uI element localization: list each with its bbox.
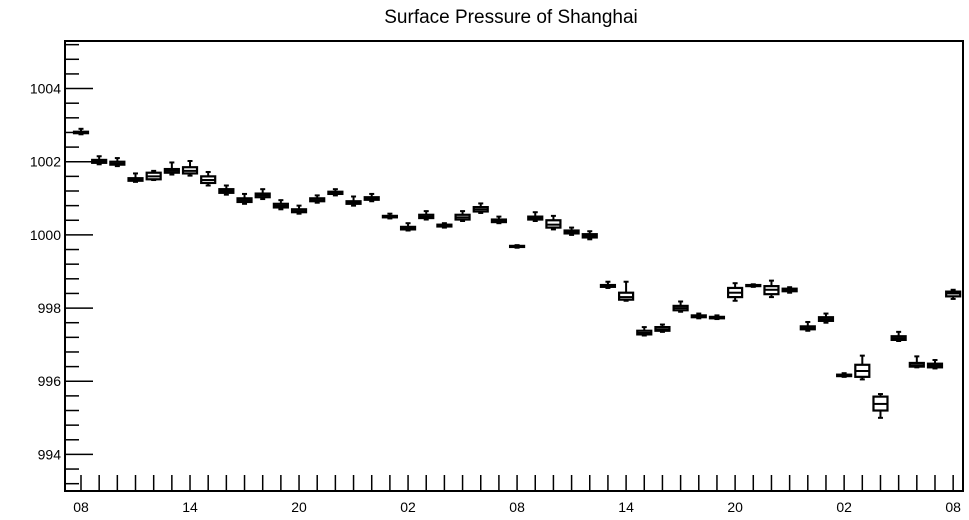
box-plot [454,210,471,222]
box-plot [145,169,162,182]
box-plot [799,320,816,332]
box-plot [72,127,90,136]
box-plot [908,355,925,369]
y-tick-label: 996 [38,373,62,389]
x-tick-label: 02 [836,499,852,515]
box-plot [290,204,308,215]
y-tick-label: 994 [38,446,62,462]
box-plot [109,157,126,168]
box-plot [672,300,689,313]
x-tick-label: 08 [945,499,961,515]
box-plot [617,280,635,302]
box-plot [527,211,544,222]
box-plot [181,160,199,177]
x-tick-label: 08 [73,499,89,515]
x-tick-label: 14 [618,499,634,515]
box-plot [945,288,962,300]
box-plot [763,279,780,299]
box-plot [472,202,489,214]
box-plot [91,155,108,166]
box-plot [381,212,398,220]
box-plot [872,393,889,419]
box-plot [345,195,362,207]
box-plot [781,286,798,294]
box-plot [926,359,944,370]
box-plot [436,222,453,229]
box-plot [745,283,762,288]
plot-frame [64,40,964,492]
box-plot [490,215,508,225]
box-plot [817,312,835,324]
box-plot [236,192,253,205]
chart-title: Surface Pressure of Shanghai [384,7,638,28]
box-plot [636,326,653,337]
x-tick-label: 20 [727,499,743,515]
y-tick-label: 1004 [30,81,61,97]
box-plot [690,312,707,320]
box-plot [254,188,271,201]
box-plot [708,314,726,321]
box-plot [127,172,144,183]
box-plot [508,244,526,249]
box-plot [399,222,417,232]
box-plot [218,184,235,196]
box-plot [599,280,617,289]
y-tick-label: 1000 [30,227,61,243]
box-plot [163,161,180,176]
box-plot [563,226,580,236]
y-axis: 994 996 998 1000 1002 1004 [30,43,93,485]
box-plot [200,170,217,187]
box-plot [836,372,853,378]
box-plot [327,188,344,197]
box-plot [727,282,744,302]
box-plot [854,354,871,381]
y-tick-label: 998 [38,300,62,316]
box-series [72,127,962,419]
x-tick-label: 14 [182,499,198,515]
x-tick-label: 08 [509,499,525,515]
box-plot [654,323,671,333]
box-plot [545,214,562,231]
box-plot [890,330,907,342]
box-plot [309,194,326,204]
x-tick-label: 20 [291,499,307,515]
box-plot [363,192,380,203]
x-axis: 08 14 20 02 08 14 20 02 08 [73,475,961,515]
box-plot [581,230,598,241]
box-plot [272,199,289,211]
x-tick-label: 02 [400,499,416,515]
box-plot [418,210,435,221]
y-tick-label: 1002 [30,154,61,170]
